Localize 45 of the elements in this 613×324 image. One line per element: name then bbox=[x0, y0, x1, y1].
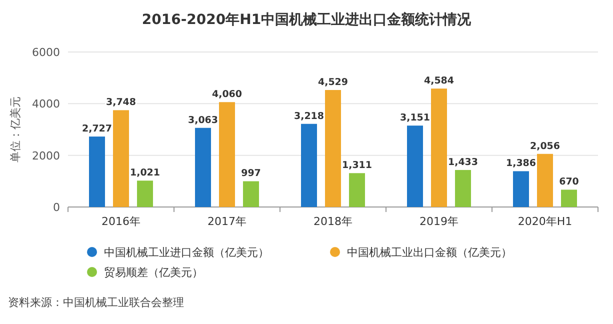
x-tick-label: 2016年 bbox=[102, 215, 140, 228]
bar bbox=[325, 90, 341, 207]
text: 资料来源：中国机械工业联合会整理 bbox=[8, 296, 184, 309]
bar bbox=[137, 180, 153, 207]
x-tick-label: 2019年 bbox=[420, 215, 458, 228]
bar bbox=[513, 171, 529, 207]
bar bbox=[561, 190, 577, 207]
bar bbox=[89, 136, 105, 207]
data-label: 3,063 bbox=[188, 114, 218, 126]
data-label: 1,386 bbox=[506, 158, 536, 170]
data-label: 1,433 bbox=[448, 156, 478, 168]
y-tick-label: 0 bbox=[53, 201, 60, 214]
chart-title: 2016-2020年H1中国机械工业进出口金额统计情况 bbox=[142, 11, 472, 28]
legend-label: 中国机械工业出口金额（亿美元） bbox=[347, 246, 512, 259]
legend-label: 贸易顺差（亿美元） bbox=[104, 266, 203, 279]
data-label: 2,056 bbox=[530, 140, 560, 152]
data-label: 1,021 bbox=[130, 168, 160, 179]
data-label: 4,529 bbox=[318, 77, 348, 88]
data-label: 3,151 bbox=[400, 112, 430, 124]
data-label: 1,311 bbox=[342, 160, 372, 172]
x-tick-label: 2017年 bbox=[208, 215, 246, 228]
legend-label: 中国机械工业进口金额（亿美元） bbox=[104, 246, 269, 259]
y-axis-title: 单位：亿美元 bbox=[9, 96, 22, 162]
bar bbox=[113, 110, 129, 207]
data-label: 3,748 bbox=[106, 97, 136, 108]
bar bbox=[455, 170, 471, 207]
data-label: 4,584 bbox=[424, 76, 454, 87]
data-label: 3,218 bbox=[294, 110, 324, 122]
y-tick-label: 4000 bbox=[32, 98, 60, 111]
bar bbox=[301, 124, 317, 207]
data-label: 997 bbox=[241, 168, 261, 180]
bar bbox=[243, 181, 259, 207]
data-label: 2,727 bbox=[82, 124, 112, 135]
bar bbox=[431, 88, 447, 207]
bar bbox=[219, 102, 235, 207]
x-tick-label: 2018年 bbox=[314, 215, 352, 228]
bar bbox=[349, 173, 365, 207]
data-label: 4,060 bbox=[212, 89, 242, 100]
bar bbox=[195, 128, 211, 207]
y-tick-label: 2000 bbox=[32, 149, 60, 162]
x-tick-label: 2020年H1 bbox=[518, 215, 572, 228]
bar bbox=[407, 126, 423, 207]
y-tick-label: 6000 bbox=[32, 46, 60, 59]
bar bbox=[537, 154, 553, 207]
data-label: 670 bbox=[559, 176, 580, 188]
